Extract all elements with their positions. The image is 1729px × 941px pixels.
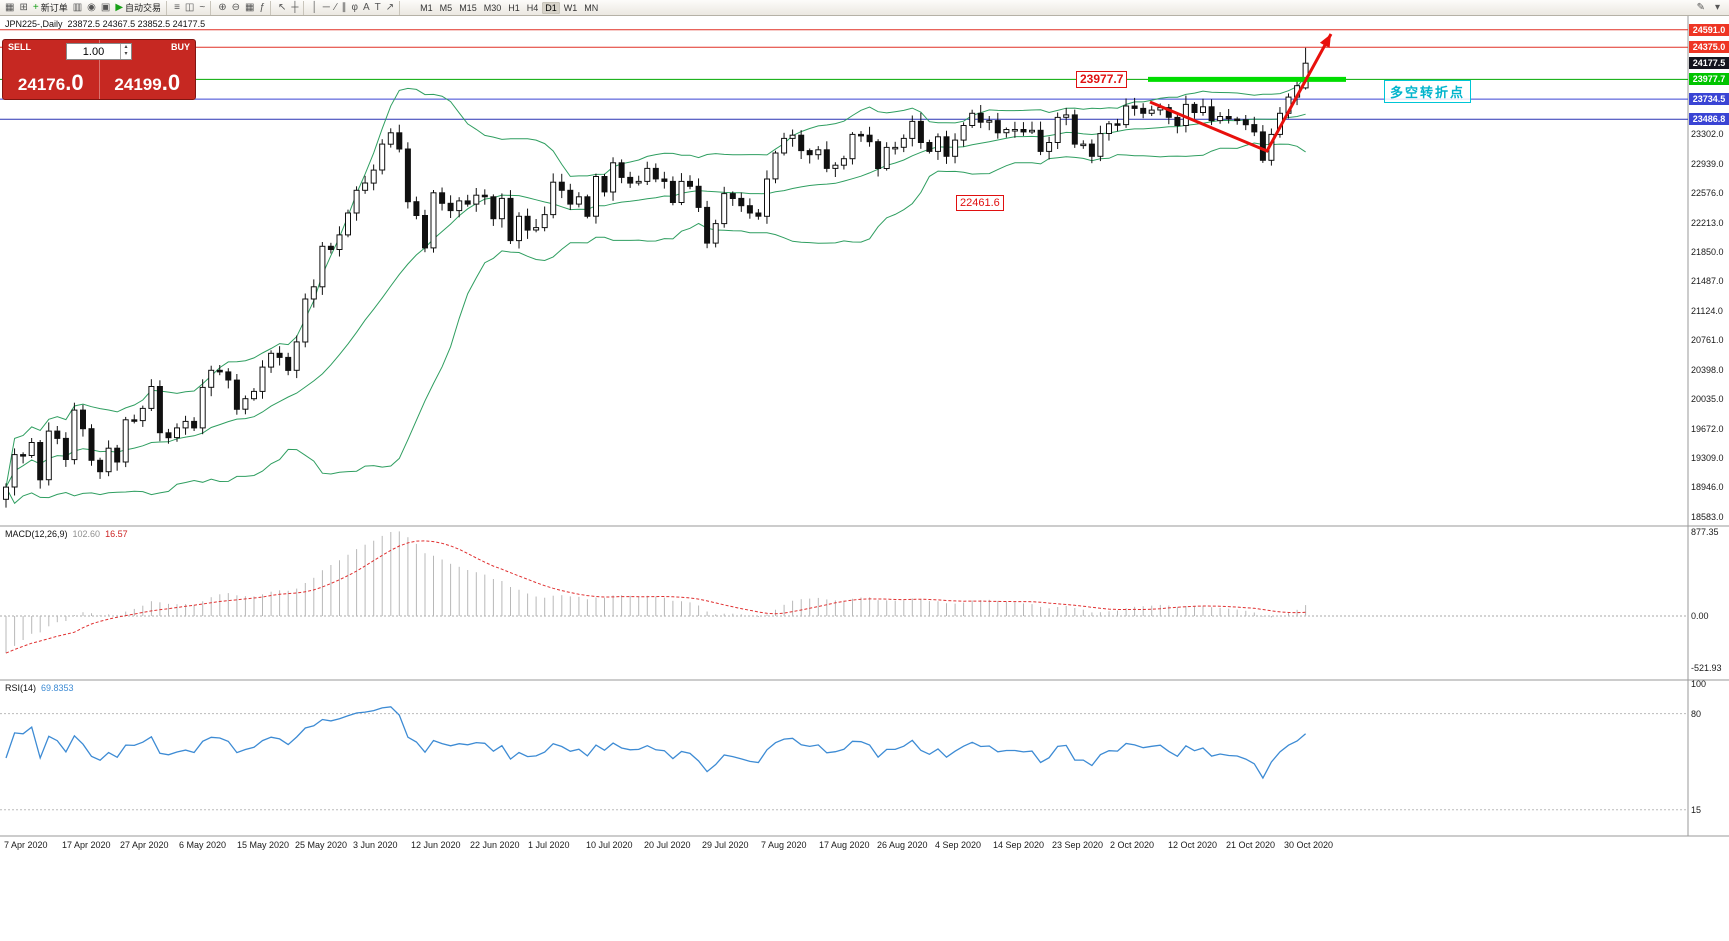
toolbar: ▦ ⊞ + 新订单 ▥ ◉ ▣ ▶ 自动交易 ≡ ◫ ~ ⊕ ⊖ ▦ ƒ ↖ ┼ │ ─ ∕ ∥ φ A T ↗ M1 M5 M15 M3… [0,0,1729,16]
toolbar-icon-group: ▦ ⊞ + 新订单 ▥ ◉ ▣ ▶ 自动交易 ≡ ◫ ~ ⊕ ⊖ ▦ ƒ ↖ ┼ │ ─ ∕ ∥ φ A T ↗ M1 M5 M15 M3… [3,0,601,15]
macd-main-value: 102.60 [72,529,101,539]
timeframe-m15[interactable]: M15 [459,2,477,13]
autotrading-button[interactable]: ▶ 自动交易 [113,0,168,15]
zoom-out-icon[interactable]: ⊖ [231,1,240,13]
alert-icon[interactable]: ◉ [87,1,96,13]
spinner-up-icon[interactable]: ▴ [124,44,128,50]
macd-indicator-label: MACD(12,26,9) 102.60 16.57 [5,529,128,539]
timeframe-m1[interactable]: M1 [420,2,433,13]
timeframe-d1[interactable]: D1 [542,1,560,14]
macd-name: MACD(12,26,9) [5,529,68,539]
rsi-name: RSI(14) [5,683,37,693]
sell-button[interactable]: SELL 24176.0 [3,40,100,99]
buy-label: BUY [170,42,190,52]
text-label-icon[interactable]: A [362,1,370,13]
tile-windows-icon[interactable]: ▦ [244,1,255,13]
buy-button[interactable]: BUY 24199.0 [100,40,196,99]
sell-label: SELL [8,42,32,52]
macd-signal-value: 16.57 [105,529,128,539]
news-icon[interactable]: ▣ [100,1,111,13]
trendline-icon[interactable]: ∕ [334,1,337,13]
candlestick-chart-icon[interactable]: ◫ [184,1,195,13]
spinner-down-icon[interactable]: ▾ [124,51,128,57]
collapse-icon[interactable]: ▾ [1714,1,1720,13]
sell-price: 24176.0 [17,70,84,95]
chart-window-icon[interactable]: ▦ [5,1,15,13]
horizontal-line-icon[interactable]: ─ [322,1,330,13]
timeframe-m30[interactable]: M30 [483,2,502,13]
support-price-annotation: 22461.6 [956,195,1004,211]
cursor-icon[interactable]: ↖ [278,1,287,13]
buy-price: 24199.0 [114,70,181,95]
volume-spinner[interactable]: ▴ ▾ [120,44,131,59]
rsi-indicator-label: RSI(14) 69.8353 [5,683,74,693]
crosshair-icon[interactable]: ┼ [289,0,305,15]
timeframe-group: M1 M5 M15 M30 H1 H4 D1 W1 MN [417,1,601,14]
text-box-icon[interactable]: T [374,1,381,13]
timeframe-h1[interactable]: H1 [508,2,520,13]
rsi-value: 69.8353 [41,683,74,693]
line-chart-icon[interactable]: ~ [197,0,212,15]
vertical-line-icon[interactable]: │ [311,1,318,13]
bar-chart-icon[interactable]: ≡ [174,1,180,13]
fibonacci-icon[interactable]: φ [351,1,358,13]
indicators-icon[interactable]: ƒ [257,0,271,15]
ohlc-values: 23872.5 24367.5 23852.5 24177.5 [67,19,206,29]
pencil-icon[interactable]: ✎ [1696,1,1705,13]
turning-point-annotation: 多空转折点 [1384,80,1472,103]
timeframe-m5[interactable]: M5 [439,2,453,13]
channel-icon[interactable]: ∥ [341,1,347,13]
timeframe-w1[interactable]: W1 [563,2,578,13]
arrows-tool-icon[interactable]: ↗ [384,0,401,15]
volume-input[interactable]: 1.00 ▴ ▾ [66,43,132,60]
zoom-in-icon[interactable]: ⊕ [218,1,227,13]
symbol-period-label: JPN225-,Daily [5,19,63,29]
toolbar-right-group: ✎ ▾ [1695,1,1726,15]
timeframe-h4[interactable]: H4 [526,2,539,13]
new-order-button[interactable]: + 新订单 [32,1,68,13]
one-click-trading-panel: SELL 24176.0 1.00 ▴ ▾ BUY 24199.0 [2,39,196,100]
timeframe-mn[interactable]: MN [584,2,599,13]
volume-value: 1.00 [82,45,105,58]
chart-title: JPN225-,Daily 23872.5 24367.5 23852.5 241… [5,19,205,29]
resistance-price-annotation: 23977.7 [1076,71,1128,88]
zoom-box-icon[interactable]: ⊞ [19,1,28,13]
charts-icon[interactable]: ▥ [72,1,83,13]
